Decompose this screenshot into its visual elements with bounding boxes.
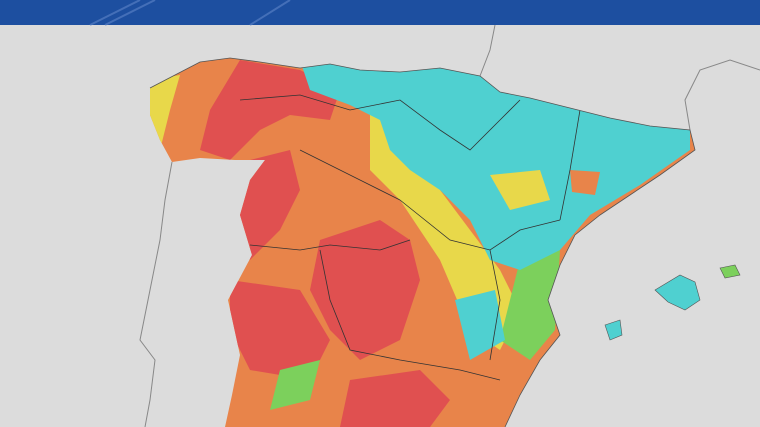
zone-yellow [490, 170, 550, 210]
france-outline [479, 24, 760, 131]
zone-green [270, 360, 320, 410]
top-bar [0, 0, 760, 25]
island-menorca [719, 264, 741, 279]
zone-green [500, 250, 560, 360]
coastline [149, 57, 696, 427]
zone-red [200, 60, 340, 160]
island-ibiza [604, 319, 623, 341]
zone-cyan [455, 290, 505, 360]
zone-red [340, 370, 450, 427]
top-bar-streak [89, 0, 291, 26]
region-borders [239, 94, 581, 381]
island-mallorca [654, 274, 701, 311]
zone-red [310, 220, 420, 360]
zone-yellow [150, 75, 180, 150]
portugal-coast [139, 161, 173, 427]
zone-orange [570, 170, 600, 195]
zone-yellow [370, 110, 520, 350]
zone-red [230, 280, 330, 380]
